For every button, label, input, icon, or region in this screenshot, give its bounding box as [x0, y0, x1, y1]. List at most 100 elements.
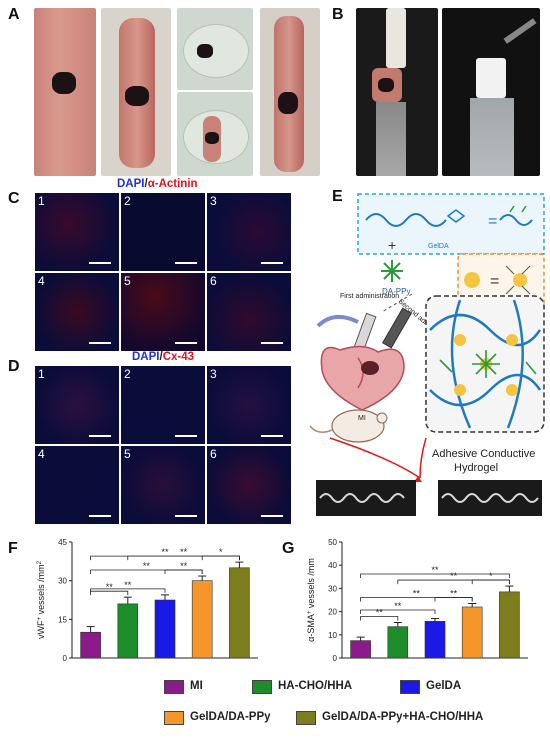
significance-bracket [360, 597, 473, 602]
svg-text:MI: MI [358, 415, 366, 422]
photo-petri-top [177, 8, 253, 90]
panel-label-c: C [8, 190, 20, 207]
significance-label: ** [143, 561, 151, 571]
y-tick-label: 30 [58, 577, 67, 586]
micrograph-c2: 2 [121, 193, 205, 271]
panel-label-d: D [8, 358, 20, 375]
mouse-icon: MI [309, 409, 388, 443]
hydrogel-patch [52, 72, 76, 94]
significance-label: ** [450, 571, 458, 581]
photo-petri-bottom [177, 92, 253, 176]
y-axis-label: vWF+ vessels /mm2 [36, 560, 46, 639]
micrograph-c5: 5 [121, 273, 205, 351]
photo-heart-tissue-hanging [260, 8, 320, 176]
significance-label: ** [431, 565, 439, 575]
bar [191, 580, 213, 659]
y-tick-label: 40 [328, 561, 337, 570]
y-axis-label: α-SMA+ vessels /mm [306, 558, 316, 642]
svg-text:+: + [388, 237, 396, 253]
svg-text:GelDA: GelDA [428, 243, 449, 250]
photo-heart-tissue-flat [34, 8, 96, 176]
significance-label: ** [180, 547, 188, 557]
legend-swatch-mi [164, 680, 184, 694]
panel-label-e: E [332, 188, 343, 205]
significance-bracket [90, 569, 203, 575]
significance-label: ** [450, 588, 458, 598]
significance-label: ** [376, 608, 384, 618]
significance-bracket [360, 616, 399, 621]
micrograph-d3: 3 [207, 366, 291, 444]
y-tick-label: 30 [328, 584, 337, 593]
micrograph-d2: 2 [121, 366, 205, 444]
micrograph-d5: 5 [121, 446, 205, 524]
photo-heart-tissue-twisted [101, 8, 171, 176]
hydrogel-caption-line-1: Adhesive Conductive [432, 448, 536, 460]
panel-label-f: F [8, 540, 18, 557]
y-tick-label: 0 [63, 654, 68, 663]
legend-label-ha-cho-hha: HA-CHO/HHA [278, 680, 353, 692]
dappy-star-icon [381, 260, 403, 282]
svg-text:DA-PPy: DA-PPy [382, 287, 410, 296]
significance-bracket [90, 555, 240, 561]
significance-label: ** [106, 582, 114, 592]
bar [154, 599, 176, 659]
micrograph-c3: 3 [207, 193, 291, 271]
svg-text:=: = [488, 213, 497, 230]
photo-water-flow-hydrogel [442, 8, 540, 176]
legend-swatch-gelda [400, 680, 420, 694]
micrograph-c6: 6 [207, 273, 291, 351]
bar [117, 603, 139, 659]
significance-bracket [360, 609, 436, 614]
significance-bracket [90, 588, 166, 593]
y-tick-label: 20 [328, 608, 337, 617]
significance-label: ** [180, 561, 188, 571]
panel-label-g: G [282, 540, 295, 557]
micrograph-d1: 1 [35, 366, 119, 444]
bar [229, 567, 250, 659]
y-tick-label: 45 [58, 538, 67, 547]
bar [499, 591, 520, 659]
y-tick-label: 50 [328, 538, 337, 547]
significance-bracket [90, 590, 129, 596]
hydrogel-caption-line-2: Hydrogel [454, 462, 499, 474]
panel-label-a: A [8, 6, 20, 23]
micrograph-c4: 4 [35, 273, 119, 351]
micrograph-d6: 6 [207, 446, 291, 524]
legend-swatch-gelda-dappy-ha [296, 711, 316, 725]
y-tick-label: 0 [333, 654, 338, 663]
photo-water-flow-tissue [356, 8, 438, 176]
significance-label: ** [124, 580, 132, 590]
significance-label: ** [413, 588, 421, 598]
bar [461, 606, 483, 659]
significance-label: ** [394, 601, 402, 611]
micrograph-d4: 4 [35, 446, 119, 524]
svg-text:First administration: First administration [340, 293, 399, 300]
bar [80, 631, 101, 659]
legend-swatch-ha-cho-hha [252, 680, 272, 694]
panel-label-b: B [332, 6, 344, 23]
significance-label: ** [161, 547, 169, 557]
significance-label: * [219, 547, 223, 557]
panel-d-title: DAPI/Cx-43 [132, 351, 195, 363]
legend-label-gelda: GelDA [426, 680, 462, 692]
panel-c-title: DAPI/α-Actinin [117, 178, 198, 190]
schematic-e: = GelDA + DA-PPy = First administration … [309, 193, 545, 516]
y-tick-label: 10 [328, 631, 337, 640]
significance-label: * [489, 571, 493, 581]
syringe-icon [353, 307, 413, 352]
legend-label-gelda-dappy-ha: GelDA/DA-PPy+HA-CHO/HHA [322, 711, 484, 723]
svg-text:=: = [490, 273, 499, 290]
bar [424, 621, 446, 659]
y-tick-label: 15 [58, 615, 67, 624]
legend-label-mi: MI [190, 680, 203, 692]
bar [350, 640, 371, 659]
micrograph-c1: 1 [35, 193, 119, 271]
significance-bracket [397, 579, 510, 585]
significance-bracket [360, 573, 510, 578]
legend-label-gelda-dappy: GelDA/DA-PPy [190, 711, 271, 723]
bar [387, 626, 409, 659]
legend-swatch-gelda-dappy [164, 711, 184, 725]
heart-icon [320, 345, 405, 411]
